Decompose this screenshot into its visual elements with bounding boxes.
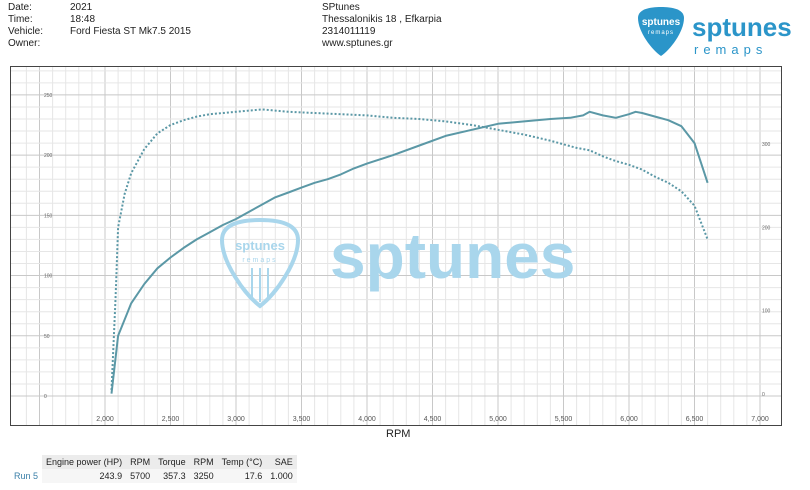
header-row-date: Date: 2021	[8, 2, 320, 14]
results-cell: 3250	[189, 469, 218, 483]
logo-name: sptunes	[692, 12, 792, 42]
logo-badge-text: sptunes	[642, 17, 681, 28]
shop-phone: 2314011119	[322, 26, 376, 37]
x-tick-label: 2,000	[96, 416, 114, 423]
watermark: sptunes remaps sptunes	[219, 217, 575, 309]
shop-website: www.sptunes.gr	[322, 38, 393, 49]
x-tick-label: 6,500	[686, 416, 704, 423]
y-right-tick-label: 100	[762, 309, 771, 315]
results-corner	[10, 455, 43, 469]
table-row: Run 5 243.9 5700 357.3 3250 17.6 1.000	[10, 469, 297, 483]
header-label: Date:	[8, 2, 32, 13]
y-left-tick-label: 0	[44, 394, 47, 400]
series-line-solid	[110, 110, 709, 394]
results-header: RPM	[189, 455, 218, 469]
shop-name: SPtunes	[322, 2, 360, 13]
y-left-tick-label: 150	[44, 213, 53, 219]
axes: 2,000 2,500 3,000 3,500 4,000 4,500 5,000 5,500…	[44, 93, 771, 423]
watermark-text: sptunes	[330, 220, 575, 292]
chart-svg: sptunes remaps sptunes 2,000 2,500 3,000 3,…	[10, 66, 782, 426]
x-tick-label: 3,000	[227, 416, 245, 423]
results-header: Engine power (HP)	[42, 455, 127, 469]
y-left-tick-label: 250	[44, 93, 53, 99]
x-tick-label: 2,500	[162, 416, 180, 423]
y-right-tick-label: 300	[762, 142, 771, 148]
watermark-badge-text: sptunes	[235, 238, 285, 253]
shop-address: Thessalonikis 18 , Efkarpia	[322, 14, 442, 25]
x-tick-label: 7,000	[751, 416, 769, 423]
watermark-badge-icon: sptunes remaps	[219, 217, 301, 309]
sptunes-logo: sptunes remaps sptunes remaps	[636, 6, 804, 58]
header-label: Time:	[8, 14, 33, 25]
guitar-pick-icon	[638, 7, 684, 56]
x-tick-label: 3,500	[293, 416, 311, 423]
results-cell: 243.9	[42, 469, 127, 483]
results-table: Engine power (HP) RPM Torque RPM Temp (°…	[10, 455, 297, 483]
results-cell: 5700	[126, 469, 155, 483]
y-right-tick-label: 0	[762, 392, 765, 398]
results-header: SAE	[266, 455, 297, 469]
results-header-row: Engine power (HP) RPM Torque RPM Temp (°…	[10, 455, 297, 469]
x-tick-label: 5,500	[555, 416, 573, 423]
x-tick-label: 6,000	[620, 416, 638, 423]
x-tick-label: 5,000	[489, 416, 507, 423]
series	[110, 108, 709, 394]
results-header: Torque	[154, 455, 190, 469]
results-cell: 17.6	[217, 469, 267, 483]
results-cell: 1.000	[266, 469, 297, 483]
header-value: 2021	[70, 2, 93, 13]
header-value: 18:48	[70, 14, 96, 25]
header-info: Date: 2021 Time: 18:48 Vehicle: Ford Fie…	[8, 2, 320, 50]
x-tick-label: 4,000	[358, 416, 376, 423]
chart-frame	[10, 66, 782, 426]
header-label: Vehicle:	[8, 26, 44, 37]
header-row-owner: Owner:	[8, 38, 320, 50]
y-right-tick-label: 200	[762, 225, 771, 231]
run-label[interactable]: Run 5	[10, 469, 43, 483]
logo-badge-sub: remaps	[648, 30, 674, 36]
shop-info: SPtunes Thessalonikis 18 , Efkarpia 2314…	[322, 2, 442, 50]
results-header: RPM	[126, 455, 155, 469]
watermark-badge-sub: remaps	[242, 257, 277, 264]
header-row-vehicle: Vehicle: Ford Fiesta ST Mk7.5 2015	[8, 26, 320, 38]
results-header: Temp (°C)	[217, 455, 267, 469]
header-label: Owner:	[8, 38, 41, 49]
y-left-tick-label: 200	[44, 153, 53, 159]
x-tick-label: 4,500	[424, 416, 442, 423]
series-line-dashed	[110, 108, 709, 391]
y-left-tick-label: 100	[44, 274, 53, 280]
results-cell: 357.3	[154, 469, 190, 483]
header-value: Ford Fiesta ST Mk7.5 2015	[70, 26, 191, 37]
header-row-time: Time: 18:48	[8, 14, 320, 26]
logo-sub: remaps	[694, 42, 767, 57]
x-axis-label: RPM	[386, 428, 411, 440]
header-value	[70, 38, 320, 50]
dyno-chart: sptunes remaps sptunes 2,000 2,500 3,000 3,…	[10, 66, 782, 426]
y-left-tick-label: 50	[44, 334, 50, 340]
